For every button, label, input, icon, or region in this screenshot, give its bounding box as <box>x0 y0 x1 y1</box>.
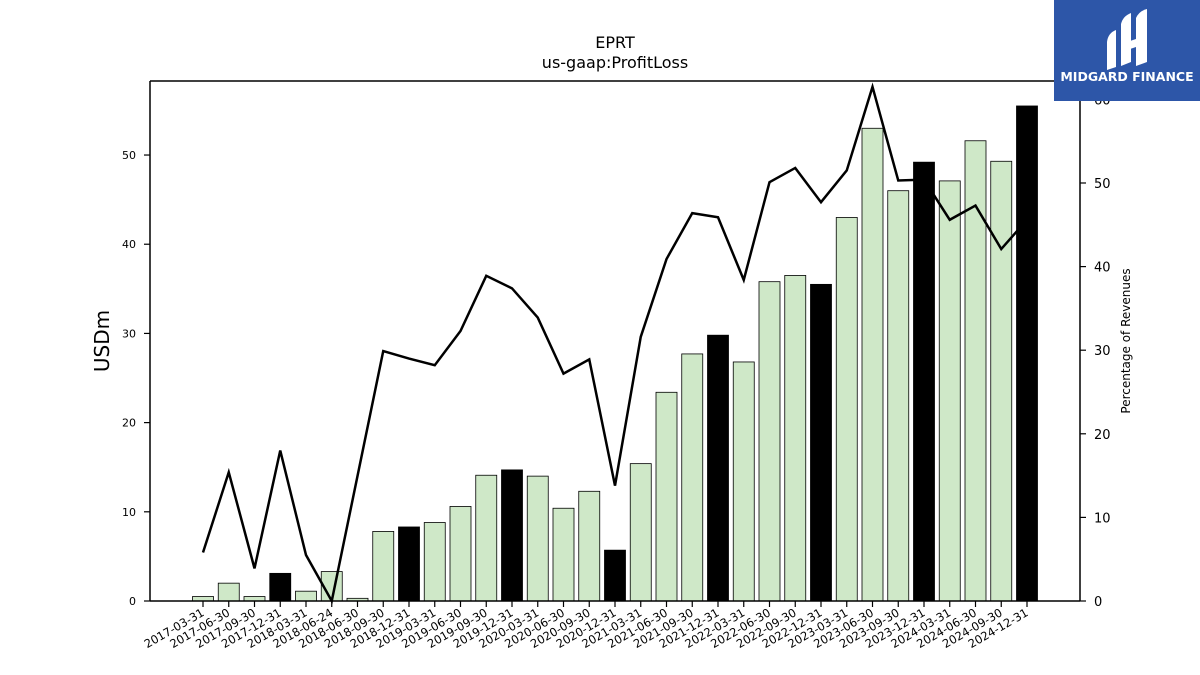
line-series <box>201 82 1028 605</box>
y-axis-right: 0102030405060 <box>1080 93 1111 610</box>
bar-2022-03-31 <box>732 361 755 602</box>
x-axis: 2017-03-312017-06-302017-09-302017-12-31… <box>142 601 1031 651</box>
y-right-tick-label: 30 <box>1094 344 1111 359</box>
bar-2022-09-30 <box>784 275 807 602</box>
bar-2019-12-31 <box>501 469 523 602</box>
bar-2023-12-31 <box>913 161 935 602</box>
bar-2020-12-31 <box>604 549 626 602</box>
y-left-tick-label: 0 <box>129 595 136 608</box>
y-right-tick-label: 10 <box>1094 511 1111 526</box>
bar-2023-06-30 <box>861 127 884 602</box>
y-axis-left-label: USDm <box>90 310 114 372</box>
bar-2021-03-31 <box>629 463 652 602</box>
bar-2019-09-30 <box>475 474 498 602</box>
y-right-tick-label: 0 <box>1094 595 1102 610</box>
y-right-tick-label: 20 <box>1094 428 1111 443</box>
logo: MIDGARD FINANCE <box>1054 0 1200 101</box>
bar-2017-06-30 <box>217 582 240 602</box>
bar-2023-09-30 <box>887 190 910 602</box>
bar-2018-12-31 <box>398 526 420 602</box>
bar-2018-03-31 <box>295 590 317 602</box>
bar-2024-09-30 <box>990 160 1013 602</box>
y-left-tick-label: 40 <box>122 238 136 251</box>
bar-2019-03-31 <box>423 522 446 602</box>
bar-2019-06-30 <box>449 506 472 602</box>
bar-2022-06-30 <box>758 281 781 602</box>
chart-title: EPRT <box>595 33 635 52</box>
y-left-tick-label: 50 <box>122 149 136 162</box>
bar-2021-09-30 <box>681 353 704 602</box>
bar-2021-12-31 <box>707 334 729 602</box>
bar-2020-06-30 <box>552 507 575 602</box>
y-left-tick-label: 10 <box>122 506 136 519</box>
y-right-tick-label: 50 <box>1094 177 1111 192</box>
y-left-tick-label: 20 <box>122 417 136 430</box>
bar-2024-12-31 <box>1016 105 1038 602</box>
bar-2021-06-30 <box>655 391 678 602</box>
bar-2017-12-31 <box>269 572 292 602</box>
logo-mark-icon <box>1107 9 1147 70</box>
bar-2023-03-31 <box>835 217 858 602</box>
y-right-tick-label: 40 <box>1094 261 1111 276</box>
bar-2022-12-31 <box>810 283 832 602</box>
bar-2020-03-31 <box>526 475 549 602</box>
logo-text: MIDGARD FINANCE <box>1060 69 1193 84</box>
chart-subtitle: us-gaap:ProfitLoss <box>542 53 688 72</box>
y-axis-right-label: Percentage of Revenues <box>1119 268 1133 413</box>
bar-2018-09-30 <box>372 531 395 602</box>
y-left-tick-label: 30 <box>122 327 136 340</box>
percentage-line <box>201 82 1028 605</box>
bar-series <box>192 105 1038 602</box>
bar-2020-09-30 <box>578 490 601 602</box>
bar-2024-03-31 <box>938 180 961 602</box>
y-axis-left: 0 10 20 30 40 50 <box>122 149 150 608</box>
